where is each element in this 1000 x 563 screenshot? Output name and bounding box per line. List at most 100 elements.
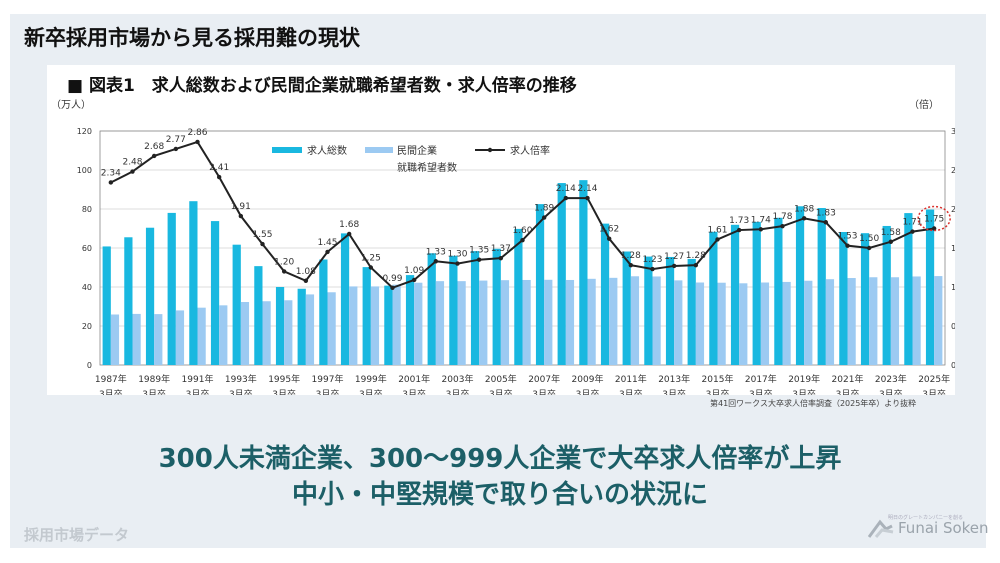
ratio-label: 1.74 xyxy=(751,215,771,225)
bar-seekers xyxy=(349,286,358,365)
ratio-point xyxy=(195,139,200,145)
bar-seekers xyxy=(630,276,640,365)
ratio-point xyxy=(173,146,179,152)
y-tick-left: 120 xyxy=(77,127,92,136)
y-tick-left: 60 xyxy=(82,244,92,253)
x-tick-label: 2015年 xyxy=(702,373,734,385)
bar-openings xyxy=(752,221,761,365)
bar-seekers xyxy=(479,280,488,365)
bar-seekers xyxy=(652,276,661,365)
bar-seekers xyxy=(869,277,878,365)
bar-seekers xyxy=(327,292,336,365)
bar-seekers xyxy=(154,314,163,365)
slide-title: 新卒採用市場から見る採用難の現状 xyxy=(24,26,360,50)
bar-openings xyxy=(622,251,631,365)
ratio-point xyxy=(238,213,244,219)
bar-openings xyxy=(210,221,220,365)
ratio-label: 1.09 xyxy=(404,266,424,276)
ratio-label: 2.41 xyxy=(209,163,229,173)
highlight-circle xyxy=(917,205,951,232)
ratio-point xyxy=(260,241,265,247)
ratio-label: 2.14 xyxy=(577,184,597,194)
bar-seekers xyxy=(739,283,748,365)
ratio-label: 1.53 xyxy=(837,232,857,242)
ratio-point xyxy=(823,220,829,225)
ratio-label: 2.68 xyxy=(144,142,164,152)
ratio-point xyxy=(520,238,525,243)
bar-seekers xyxy=(197,307,206,365)
y-tick-right: 1.00 xyxy=(951,283,955,292)
bar-seekers xyxy=(847,278,856,365)
ratio-point xyxy=(931,226,937,231)
x-tick-label: 1999年 xyxy=(355,373,387,385)
bar-openings xyxy=(449,255,458,365)
x-tick-label-line2: 3月卒 xyxy=(576,388,600,395)
bar-seekers xyxy=(890,277,900,365)
x-tick-label-line2: 3月卒 xyxy=(619,388,643,395)
bar-openings xyxy=(297,288,306,365)
y-tick-left: 0 xyxy=(87,361,92,370)
ratio-label: 2.86 xyxy=(187,128,207,138)
bar-openings xyxy=(384,285,393,365)
x-tick-label-line2: 3月卒 xyxy=(706,388,730,395)
x-tick-label: 2017年 xyxy=(745,373,777,385)
ratio-label: 1.28 xyxy=(686,251,706,261)
ratio-label: 1.58 xyxy=(881,228,901,238)
x-tick-label: 1993年 xyxy=(225,373,257,385)
legend-label-openings: 求人総数 xyxy=(307,144,347,157)
bar-openings xyxy=(492,248,501,365)
bar-seekers xyxy=(609,277,618,365)
ratio-point xyxy=(130,169,135,174)
ratio-label: 1.71 xyxy=(902,218,922,228)
x-tick-label-line2: 3月卒 xyxy=(662,388,686,395)
ratio-point xyxy=(455,261,460,266)
x-tick-label: 2009年 xyxy=(572,373,604,385)
bar-openings xyxy=(405,275,415,365)
y-tick-right: 1.50 xyxy=(951,244,955,253)
x-tick-label: 2011年 xyxy=(615,373,647,385)
x-tick-label: 2003年 xyxy=(442,373,474,385)
bar-openings xyxy=(665,256,675,365)
ratio-label: 2.34 xyxy=(101,168,121,178)
bar-openings xyxy=(470,251,480,365)
ratio-label: 1.37 xyxy=(491,244,511,254)
bar-seekers xyxy=(544,279,553,365)
bar-seekers xyxy=(435,281,445,365)
x-tick-label-line2: 3月卒 xyxy=(402,388,426,395)
bar-seekers xyxy=(305,294,315,365)
x-tick-label-line2: 3月卒 xyxy=(446,388,470,395)
bar-openings xyxy=(557,183,566,365)
bar-seekers xyxy=(934,276,943,365)
ratio-label: 1.25 xyxy=(361,254,381,264)
right-axis-unit: （倍） xyxy=(909,98,939,111)
y-tick-left: 40 xyxy=(82,283,92,292)
legend-swatch-seekers xyxy=(365,147,393,153)
source-note: 第41回ワークス大卒求人倍率調査（2025年卒）より抜粋 xyxy=(710,399,917,408)
x-tick-label: 2013年 xyxy=(658,373,690,385)
ratio-point xyxy=(498,255,504,261)
ratio-label: 1.88 xyxy=(794,204,814,214)
slide: 新卒採用市場から見る採用難の現状 ■ 図表1 求人総数および民間企業就職希望者数… xyxy=(10,14,986,548)
bar-openings xyxy=(254,266,263,365)
ratio-point xyxy=(541,215,547,220)
ratio-point xyxy=(866,245,872,251)
ratio-label: 1.30 xyxy=(447,250,467,260)
ratio-point xyxy=(368,265,374,270)
ratio-point xyxy=(758,227,764,232)
bar-openings xyxy=(124,237,133,365)
bar-openings xyxy=(189,201,198,365)
ratio-point xyxy=(411,277,417,283)
y-tick-right: 2.50 xyxy=(951,166,955,175)
ratio-label: 1.78 xyxy=(772,212,792,222)
x-tick-label-line2: 3月卒 xyxy=(316,388,340,395)
bar-seekers xyxy=(457,281,466,365)
bar-openings xyxy=(145,227,155,365)
bar-openings xyxy=(362,267,371,365)
message-line-1: 300人未満企業、300〜999人企業で大卒求人倍率が上昇 xyxy=(158,444,842,474)
x-tick-label-line2: 3月卒 xyxy=(186,388,210,395)
ratio-label: 1.20 xyxy=(274,257,294,267)
x-tick-label: 2001年 xyxy=(398,373,430,385)
ratio-point xyxy=(281,269,287,274)
bar-seekers xyxy=(674,280,683,365)
legend-label-seekers: 民間企業 xyxy=(397,144,437,157)
